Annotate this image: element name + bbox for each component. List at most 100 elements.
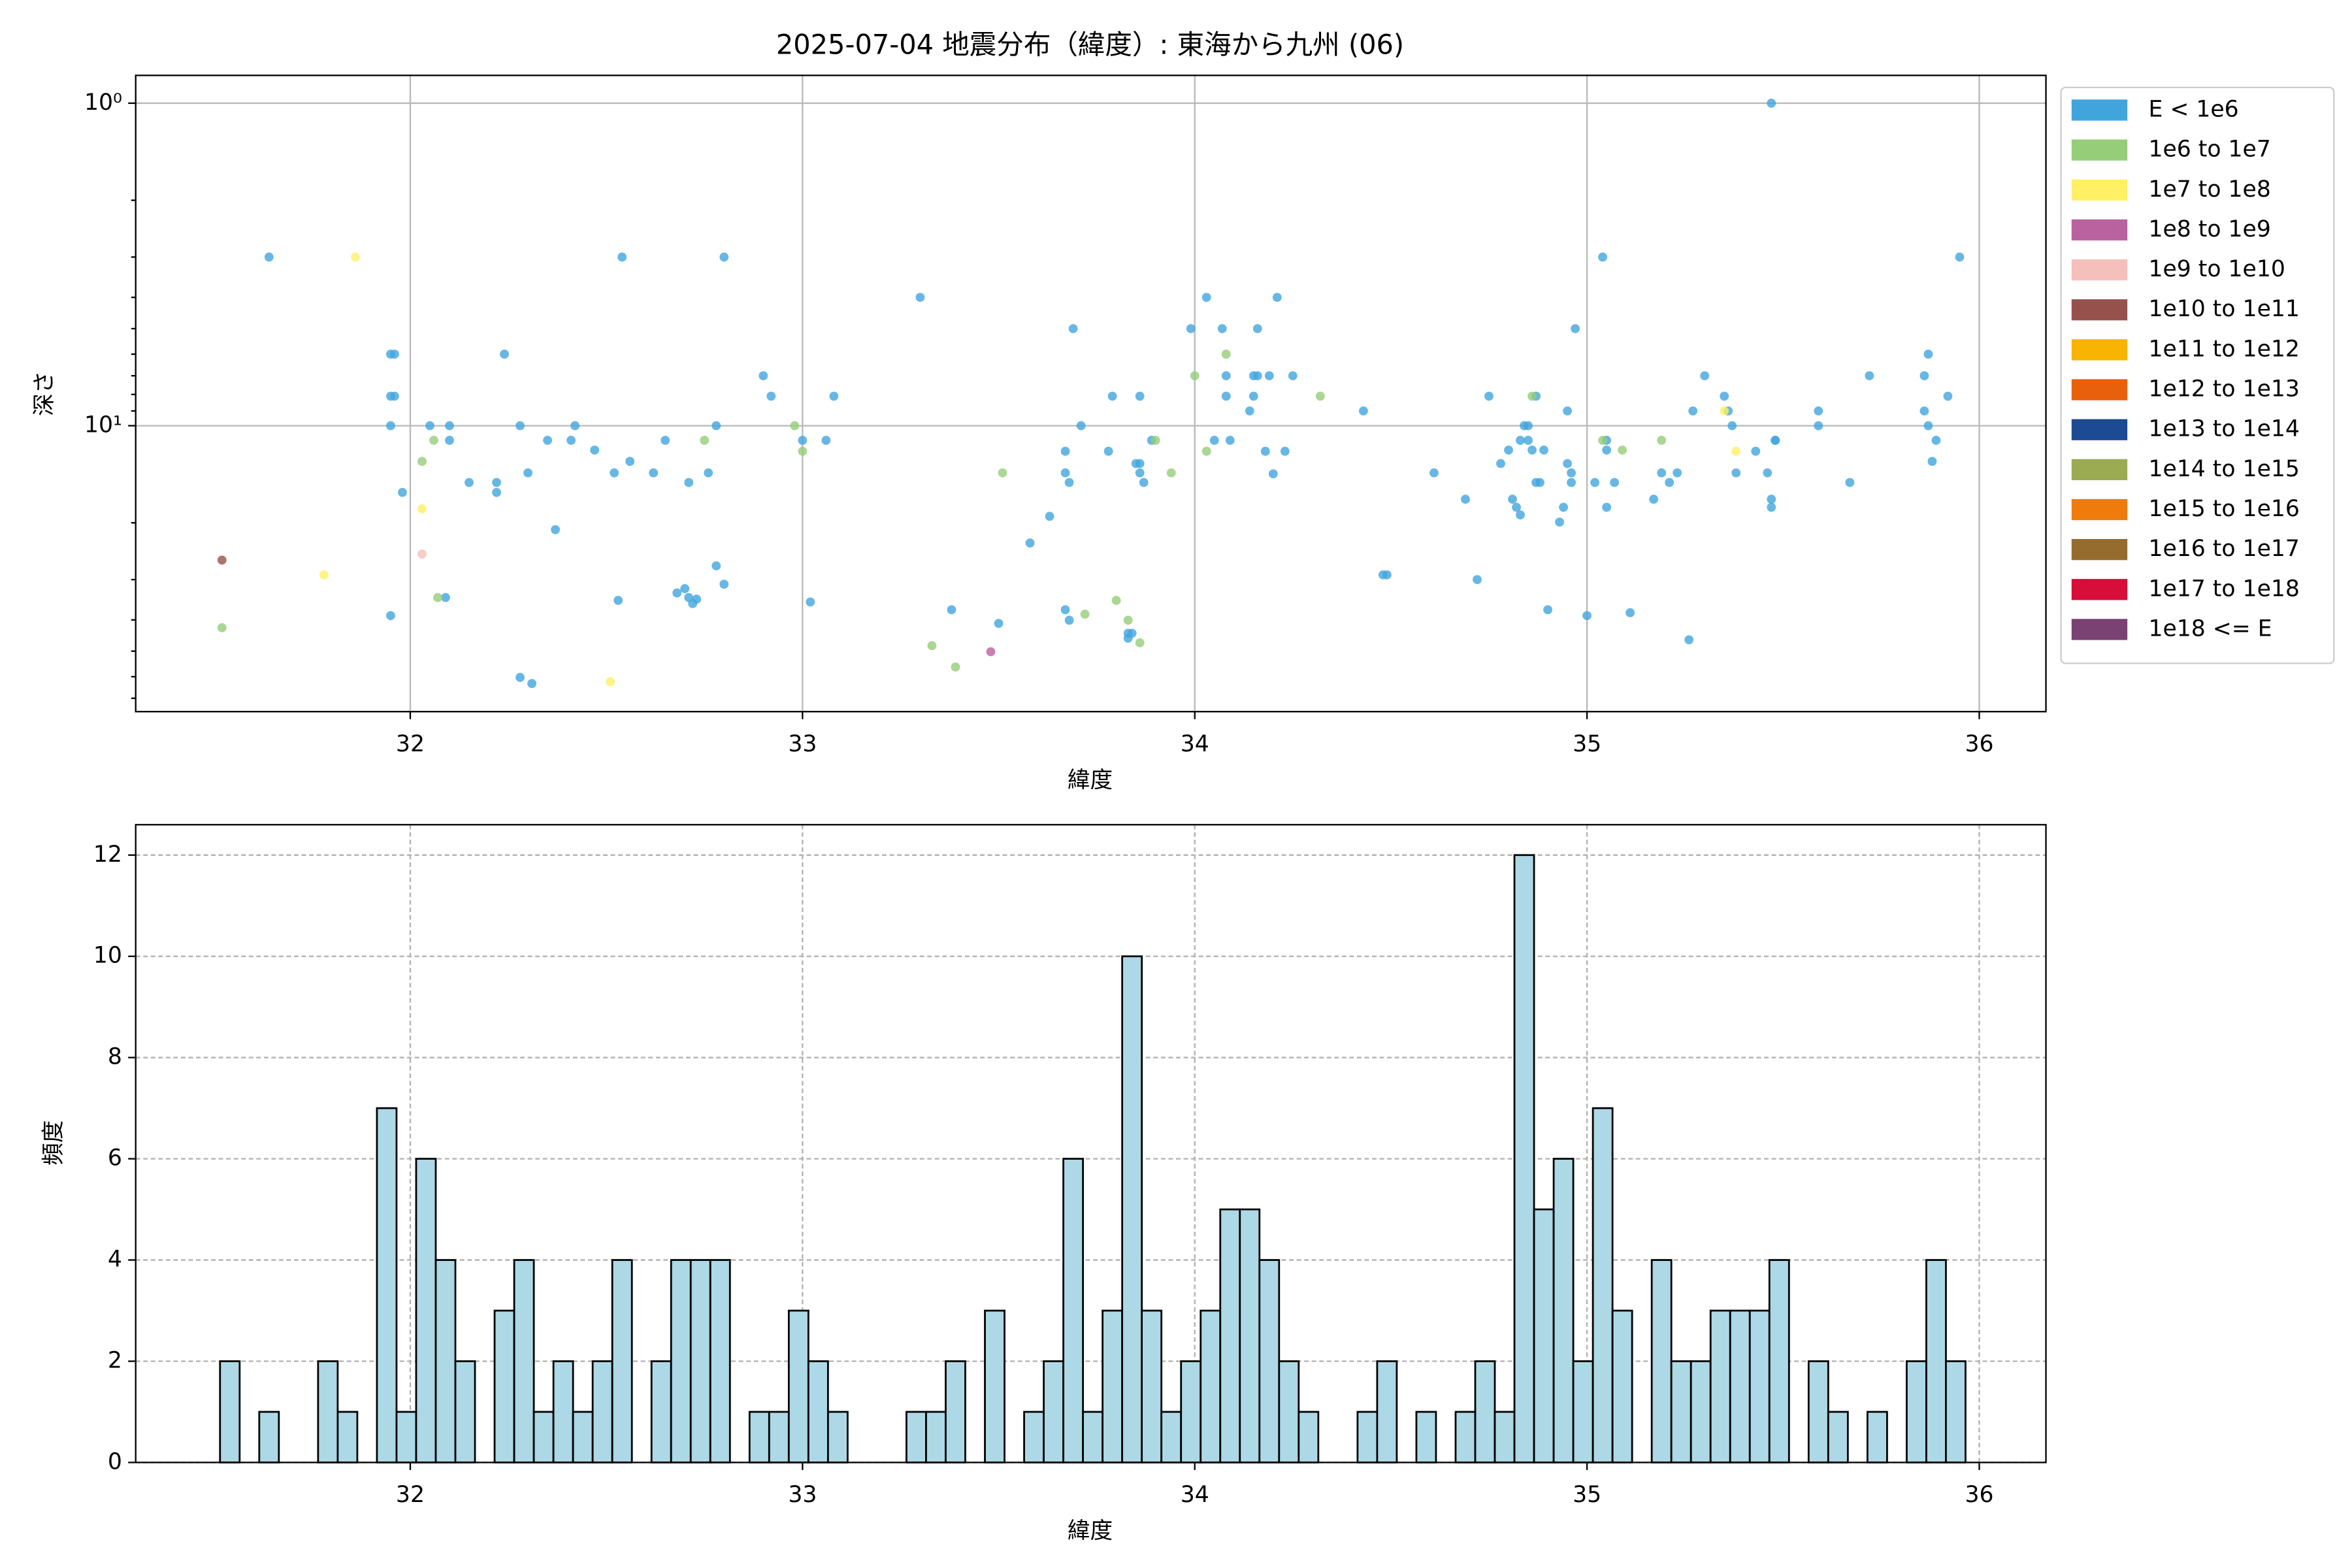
histogram-bar: [1043, 1360, 1064, 1463]
histogram-bar: [650, 1360, 672, 1463]
histogram-bar: [925, 1411, 947, 1463]
scatter-point: [998, 468, 1007, 478]
scatter-point: [1268, 469, 1278, 479]
histogram-bar: [807, 1360, 829, 1463]
legend-label: E < 1e6: [2148, 96, 2238, 122]
scatter-point: [613, 596, 623, 605]
y-tick-label: 4: [108, 1247, 122, 1273]
histogram-bar: [984, 1309, 1005, 1463]
scatter-point: [1618, 445, 1627, 455]
scatter-point: [821, 436, 831, 445]
legend-swatch: [2071, 99, 2128, 121]
x-tick-label: 35: [1573, 731, 1601, 757]
scatter-point: [1731, 446, 1741, 456]
scatter-point: [684, 478, 694, 487]
scatter-point: [649, 468, 659, 478]
histogram-bar: [1709, 1309, 1731, 1463]
scatter-point: [1139, 478, 1149, 487]
histogram-bar: [1552, 1158, 1575, 1463]
scatter-point: [1751, 446, 1761, 456]
scatter-point: [1209, 436, 1219, 445]
scatter-point: [1955, 252, 1965, 262]
scatter-point: [1288, 371, 1298, 381]
scatter-point: [1649, 495, 1659, 504]
scatter-point: [1625, 608, 1635, 617]
scatter-point: [1358, 406, 1368, 416]
scatter-point: [1657, 468, 1667, 478]
y-tick-label: 8: [108, 1044, 122, 1070]
scatter-point: [417, 549, 427, 559]
scatter-point: [1927, 457, 1937, 466]
scatter-point: [759, 371, 768, 381]
scatter-point: [492, 487, 501, 497]
scatter-point: [445, 421, 454, 431]
histogram-bar: [1906, 1360, 1927, 1463]
histogram-bar: [1748, 1309, 1771, 1463]
chart-title: 2025-07-04 地震分布（緯度）: 東海から九州 (06): [776, 29, 1404, 61]
histogram-bar: [1729, 1309, 1751, 1463]
scatter-point: [1720, 391, 1729, 401]
legend-swatch: [2071, 179, 2128, 201]
scatter-point: [790, 421, 800, 431]
scatter-point: [1527, 445, 1537, 455]
scatter-point: [927, 641, 937, 651]
scatter-point: [1731, 468, 1741, 478]
legend-label: 1e16 to 1e17: [2148, 536, 2299, 562]
scatter-point: [1763, 468, 1772, 478]
scatter-point: [217, 623, 227, 632]
histogram-bar: [826, 1411, 849, 1463]
histogram-bar: [219, 1360, 241, 1463]
scatter-point: [1931, 436, 1941, 445]
x-tick-label: 34: [1181, 731, 1209, 757]
scatter-point: [1919, 371, 1929, 381]
histogram-bar: [611, 1259, 633, 1463]
scatter-point: [1923, 421, 1933, 431]
scatter-point: [700, 436, 710, 445]
y-axis-label: 頻度: [41, 1120, 67, 1166]
scatter-point: [1602, 445, 1612, 455]
histogram-bar: [1611, 1309, 1633, 1463]
x-tick-label: 34: [1181, 1482, 1209, 1508]
scatter-point: [1045, 512, 1054, 521]
scatter-point: [986, 647, 996, 657]
y-tick-label: 6: [108, 1145, 122, 1171]
legend-label: 1e6 to 1e7: [2148, 137, 2270, 163]
scatter-point: [390, 391, 399, 401]
scatter-point: [217, 555, 227, 565]
histogram-bar: [906, 1411, 927, 1463]
scatter-point: [1135, 638, 1145, 647]
scatter-point: [1252, 371, 1262, 381]
histogram-bar: [572, 1411, 594, 1463]
histogram-bar: [1670, 1360, 1692, 1463]
x-tick-label: 33: [788, 731, 817, 757]
histogram-bar: [1278, 1360, 1300, 1463]
scatter-point: [1567, 478, 1576, 487]
scatter-point: [386, 421, 395, 431]
histogram-bar: [1572, 1360, 1594, 1463]
y-tick-label: 10¹: [84, 412, 122, 438]
x-tick-label: 36: [1965, 731, 1993, 757]
scatter-point: [1527, 391, 1537, 401]
scatter-point: [1516, 510, 1525, 520]
scatter-point: [1221, 391, 1231, 401]
scatter-point: [1496, 459, 1505, 468]
scatter-point: [551, 525, 561, 534]
legend-label: 1e8 to 1e9: [2148, 216, 2270, 242]
scatter-point: [1076, 421, 1086, 431]
scatter-point: [1767, 99, 1776, 108]
legend-swatch: [2071, 498, 2128, 521]
scatter-point: [1727, 421, 1737, 431]
scatter-point: [994, 619, 1004, 629]
scatter-point: [806, 597, 815, 607]
scatter-point: [429, 436, 438, 445]
histogram-bar: [670, 1259, 692, 1463]
scatter-point: [1429, 468, 1439, 478]
scatter-point: [425, 421, 434, 431]
legend-box: [2060, 86, 2335, 664]
scatter-point: [1543, 605, 1552, 615]
scatter-point: [1767, 502, 1776, 512]
scatter-point: [1225, 436, 1235, 445]
scatter-point: [1567, 468, 1576, 478]
scatter-point: [1068, 324, 1078, 333]
scatter-point: [433, 593, 442, 602]
